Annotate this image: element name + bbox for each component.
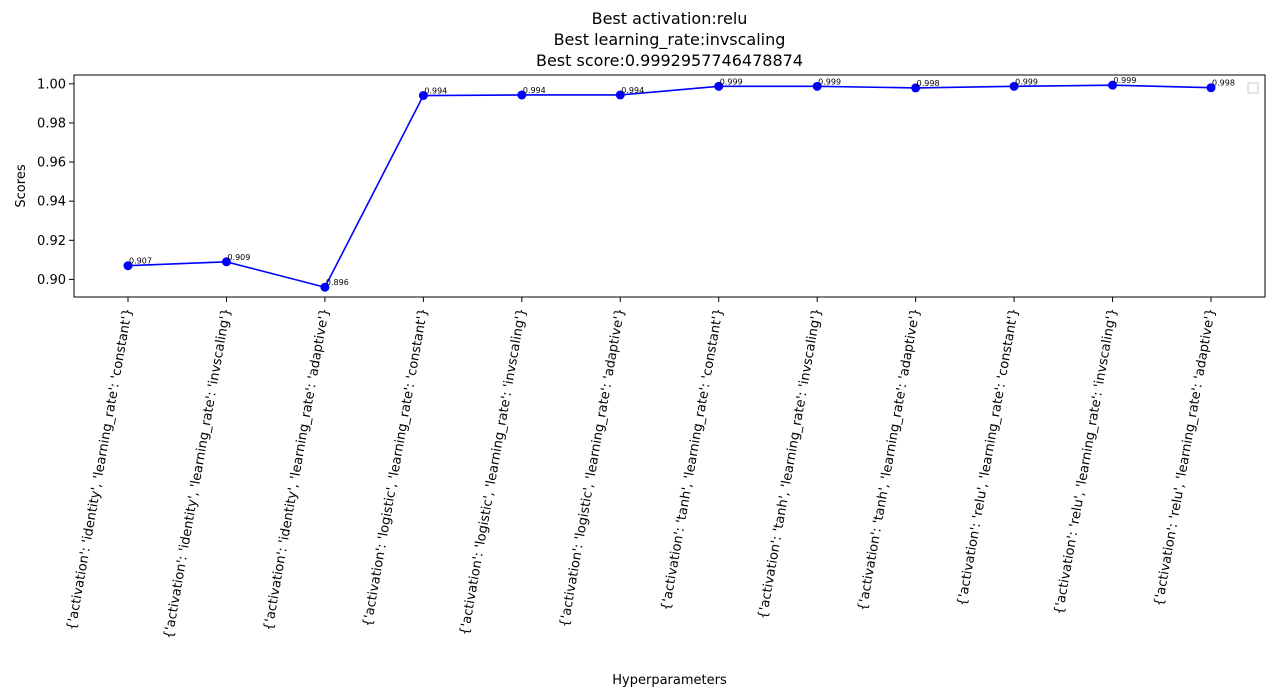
x-tick-label: {'activation': 'logistic', 'learning_rat… bbox=[360, 307, 431, 628]
data-point bbox=[1206, 83, 1216, 93]
data-label: 0.999 bbox=[1114, 76, 1137, 85]
x-tick-label: {'activation': 'tanh', 'learning_rate': … bbox=[756, 307, 826, 620]
data-point bbox=[714, 81, 724, 91]
title-line-1: Best activation:relu bbox=[592, 9, 748, 28]
data-label: 0.909 bbox=[227, 253, 250, 262]
plot-area bbox=[73, 74, 1266, 298]
x-tick-label: {'activation': 'logistic', 'learning_rat… bbox=[557, 307, 628, 628]
x-tick-label: {'activation': 'logistic', 'learning_rat… bbox=[457, 307, 529, 637]
title-line-3: Best score:0.9992957746478874 bbox=[536, 51, 803, 70]
data-point bbox=[123, 261, 133, 271]
y-tick-label: 0.94 bbox=[37, 195, 66, 210]
data-label: 0.994 bbox=[424, 87, 447, 96]
data-point bbox=[517, 90, 527, 100]
data-label: 0.998 bbox=[917, 79, 940, 88]
x-tick-label: {'activation': 'tanh', 'learning_rate': … bbox=[855, 307, 923, 612]
data-point bbox=[812, 81, 822, 91]
data-point bbox=[418, 91, 428, 101]
series-line bbox=[127, 84, 1212, 289]
series-scores bbox=[123, 80, 1216, 292]
data-point bbox=[1009, 81, 1019, 91]
data-point bbox=[1108, 80, 1118, 90]
data-point bbox=[221, 257, 231, 267]
data-point bbox=[320, 282, 330, 292]
y-tick-label: 1.00 bbox=[37, 77, 66, 92]
data-label: 0.999 bbox=[1015, 77, 1038, 86]
y-axis-label: Scores bbox=[14, 164, 29, 207]
chart-title: Best activation:relu Best learning_rate:… bbox=[536, 9, 803, 70]
data-label: 0.896 bbox=[326, 278, 349, 287]
x-axis-label: Hyperparameters bbox=[612, 673, 727, 688]
data-label: 0.994 bbox=[621, 86, 644, 95]
data-label: 0.998 bbox=[1212, 79, 1235, 88]
y-tick-label: 0.96 bbox=[37, 156, 66, 171]
x-axis: {'activation': 'identity', 'learning_rat… bbox=[64, 297, 1219, 640]
data-labels: 0.907 0.909 0.896 0.994 0.994 0.994 0.999 0.999… bbox=[129, 76, 1235, 287]
legend-box bbox=[1247, 82, 1259, 94]
x-tick-label: {'activation': 'tanh', 'learning_rate': … bbox=[659, 307, 727, 612]
x-tick-label: {'activation': 'identity', 'learning_rat… bbox=[261, 307, 333, 632]
data-point bbox=[615, 90, 625, 100]
title-line-2: Best learning_rate:invscaling bbox=[554, 30, 786, 50]
x-tick-label: {'activation': 'identity', 'learning_rat… bbox=[161, 307, 234, 640]
data-point bbox=[911, 83, 921, 93]
y-tick-label: 0.98 bbox=[37, 116, 66, 131]
data-label: 0.999 bbox=[818, 77, 841, 86]
data-label: 0.994 bbox=[523, 86, 546, 95]
x-tick-label: {'activation': 'relu', 'learning_rate': … bbox=[1052, 307, 1121, 616]
x-tick-label: {'activation': 'identity', 'learning_rat… bbox=[64, 307, 136, 632]
x-tick-label: {'activation': 'relu', 'learning_rate': … bbox=[1152, 307, 1219, 608]
data-label: 0.907 bbox=[129, 257, 152, 266]
data-label: 0.999 bbox=[720, 77, 743, 86]
y-axis: 0.90 0.92 0.94 0.96 0.98 1.00 bbox=[37, 77, 74, 288]
x-tick-label: {'activation': 'relu', 'learning_rate': … bbox=[955, 307, 1022, 607]
y-tick-label: 0.90 bbox=[37, 273, 66, 288]
y-tick-label: 0.92 bbox=[37, 234, 66, 249]
